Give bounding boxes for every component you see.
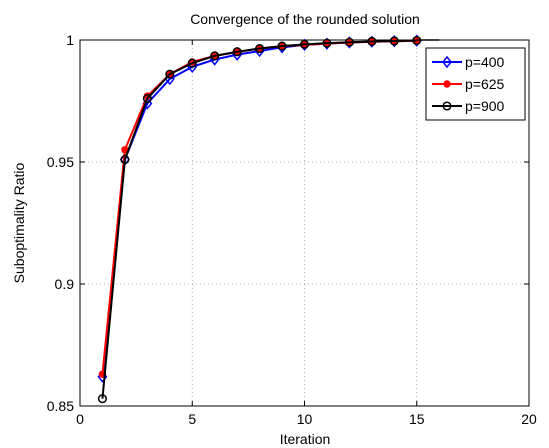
legend-item: p=400 [432,54,505,70]
data-point [97,394,107,404]
legend: p=400 p=625 p=900 [425,47,526,121]
data-point [232,47,242,57]
data-point [299,39,310,49]
legend-label: p=400 [465,54,505,70]
y-axis-label: Suboptimality Ratio [11,162,27,283]
data-point [322,38,332,48]
data-point [277,41,287,51]
legend-label: p=625 [465,76,505,92]
data-point [344,37,354,47]
legend-marker [442,55,452,69]
x-tick-label: 0 [76,411,84,427]
legend-item: p=900 [432,98,505,114]
chart-title: Convergence of the rounded solution [190,11,420,27]
data-point [210,51,220,61]
x-axis-label: Iteration [280,431,331,447]
legend-marker [443,80,451,88]
legend-marker [442,101,452,111]
data-point [187,58,197,68]
y-tick-label: 0.95 [47,154,74,170]
grid [80,40,529,406]
data-point [165,69,175,79]
series-layer [97,34,440,404]
y-tick-label: 0.9 [55,276,75,292]
series-line [101,39,417,399]
x-tick-label: 5 [188,411,196,427]
data-point [389,36,399,46]
data-point [367,36,377,47]
legend-item: p=625 [432,76,505,92]
y-tick-label: 1 [66,32,74,48]
axis-ticks: 0 5 10 15 20 0.85 0.9 0.95 1 [47,32,537,427]
series-p-900 [97,35,422,404]
data-point [120,155,130,165]
legend-label: p=900 [465,98,505,114]
x-tick-label: 10 [297,411,313,427]
x-tick-label: 15 [409,411,425,427]
data-point [255,43,265,54]
data-point [142,94,152,104]
x-tick-label: 20 [521,411,537,427]
y-tick-label: 0.85 [47,398,74,414]
